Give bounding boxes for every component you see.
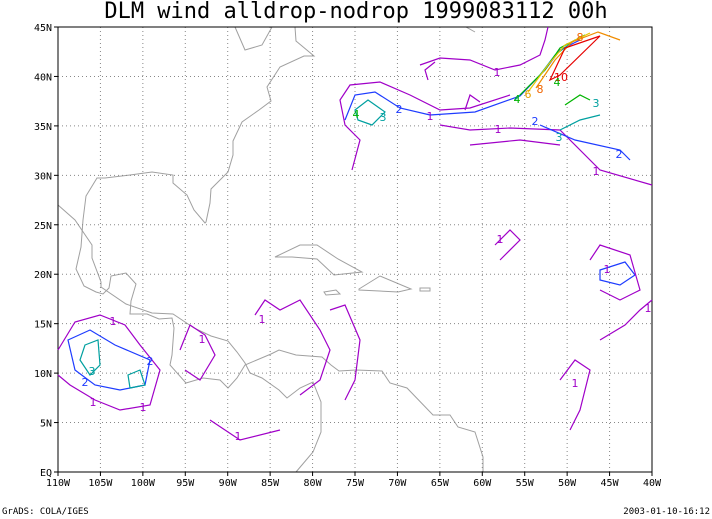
x-tick-label: 90W	[219, 478, 238, 489]
y-tick-label: 25N	[34, 221, 52, 232]
x-tick-label: 110W	[46, 478, 71, 489]
x-tick-label: 60W	[473, 478, 492, 489]
contour-label: 1	[140, 401, 147, 414]
x-tick-label: 45W	[601, 478, 620, 489]
y-tick-label: 40N	[34, 72, 52, 83]
contour-label: 4	[514, 93, 521, 106]
x-tick-label: 105W	[88, 478, 113, 489]
plot-frame	[57, 26, 653, 473]
contour-label: 8	[537, 83, 544, 96]
contour-label: 4	[353, 108, 360, 121]
x-tick-label: 55W	[516, 478, 535, 489]
y-tick-label: 15N	[34, 320, 52, 331]
contour-label: 1	[235, 430, 242, 443]
x-tick-label: 100W	[131, 478, 156, 489]
x-tick-label: 70W	[388, 478, 407, 489]
contour-label: 1	[199, 333, 206, 346]
y-tick-label: 35N	[34, 122, 52, 133]
contour-label: 4	[554, 76, 561, 89]
x-tick-label: 40W	[643, 478, 662, 489]
contour-label: 1	[497, 233, 504, 246]
y-tick-label: 5N	[40, 419, 52, 430]
footer-right: 2003-01-10-16:12	[623, 507, 710, 517]
y-tick-label: 20N	[34, 270, 52, 281]
graticule	[54, 26, 653, 476]
y-tick-label: 30N	[34, 171, 52, 182]
contour-label: 2	[147, 355, 154, 368]
x-tick-label: 80W	[304, 478, 323, 489]
contour-label: 10	[554, 71, 568, 84]
contour-label: 1	[604, 263, 611, 276]
contour-label: 1	[110, 315, 117, 328]
footer-left: GrADS: COLA/IGES	[2, 507, 89, 517]
title: DLM wind alldrop-nodrop 1999083112 00h	[104, 0, 607, 24]
x-tick-label: 50W	[558, 478, 577, 489]
contour-label: 3	[380, 111, 387, 124]
contour-label: 2	[82, 376, 89, 389]
contour-label: 2	[616, 148, 623, 161]
contour-label: 1	[593, 165, 600, 178]
y-tick-label: 45N	[34, 23, 52, 34]
contour-label: 1	[90, 396, 97, 409]
contour-label: 1	[259, 313, 266, 326]
x-tick-label: 65W	[431, 478, 450, 489]
contour-label: 6	[525, 88, 532, 101]
contour-label: 1	[427, 110, 434, 123]
coastlines	[57, 26, 484, 473]
contour-label: 3	[593, 97, 600, 110]
contour-label: 1	[572, 377, 579, 390]
contour-label: 2	[532, 115, 539, 128]
x-tick-label: 95W	[176, 478, 195, 489]
contour-label: 2	[396, 103, 403, 116]
contours	[57, 26, 653, 441]
x-tick-label: 85W	[261, 478, 280, 489]
contour-label: 3	[89, 365, 96, 378]
contour-label: 1	[495, 123, 502, 136]
contour-label: 3	[556, 131, 563, 144]
contour-label: 8	[577, 31, 584, 44]
x-tick-label: 75W	[346, 478, 365, 489]
contour-label: 1	[494, 66, 501, 79]
contour-label: 1	[645, 302, 652, 315]
y-tick-label: 10N	[34, 369, 52, 380]
y-tick-label: EQ	[40, 468, 52, 479]
